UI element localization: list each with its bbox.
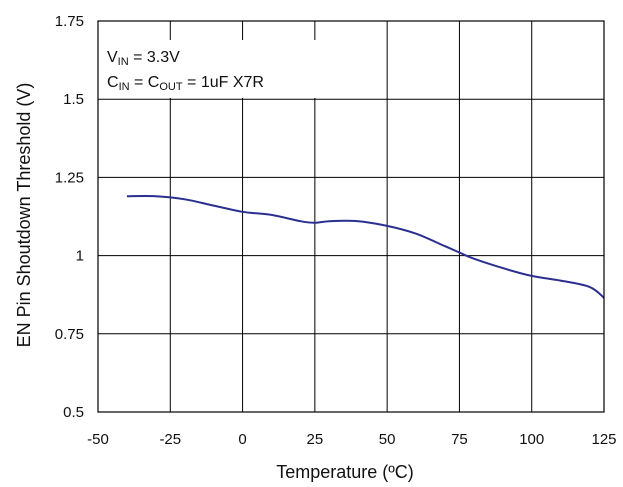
x-tick-label: 100	[519, 431, 544, 448]
x-axis-title: Temperature (ºC)	[276, 462, 414, 482]
y-tick-label: 1.5	[63, 91, 84, 108]
y-axis-title: EN Pin Shoutdown Threshold (V)	[14, 83, 34, 348]
annotation: VIN = 3.3V CIN = COUT = 1uF X7R	[101, 40, 327, 98]
x-tick-label: 25	[307, 431, 324, 448]
series-layer	[126, 194, 605, 299]
y-tick-label: 1	[76, 248, 84, 265]
annotation-cin-cout: CIN = COUT = 1uF X7R	[107, 74, 264, 93]
y-tick-label: 0.5	[63, 404, 84, 421]
x-tick-label: 75	[451, 431, 468, 448]
x-tick-label: -25	[159, 431, 181, 448]
x-tick-label: 0	[238, 431, 246, 448]
annotation-background	[101, 40, 327, 98]
y-tick-label: 0.75	[55, 326, 84, 343]
tick-labels: -50 -25 0 25 50 75 100 125 0.5 0.75 1 1.25 1.5 1.75	[55, 13, 617, 448]
y-tick-label: 1.25	[55, 169, 84, 186]
x-tick-label: -50	[87, 431, 109, 448]
series-line	[126, 194, 605, 299]
plot-frame	[97, 20, 605, 413]
x-tick-label: 125	[591, 431, 616, 448]
x-tick-label: 50	[379, 431, 396, 448]
y-tick-label: 1.75	[55, 13, 84, 30]
annotation-vin: VIN = 3.3V	[107, 49, 180, 68]
axes	[97, 20, 605, 413]
